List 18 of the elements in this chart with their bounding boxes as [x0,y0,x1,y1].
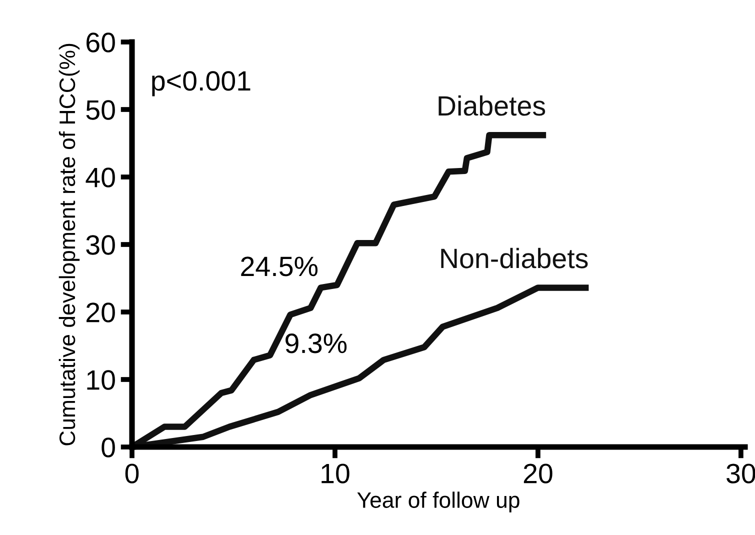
annotation: p<0.001 [152,71,250,96]
y-tick-label: 20 [86,302,115,322]
y-tick-label: 10 [87,370,115,390]
annotation: 9.3% [286,334,347,354]
y-tick-label: 30 [86,235,115,255]
annotation: 24.5% [241,256,318,276]
series-label: Diabetes [438,95,546,116]
y-tick-label: 50 [86,100,115,120]
y-tick-label: 0 [102,438,115,458]
x-tick-label: 10 [322,464,350,484]
y-axis-title: Cumutative development rate of HCC(%) [58,44,80,446]
y-tick-label: 60 [86,32,115,52]
x-tick-label: 20 [524,464,552,484]
y-tick-label: 40 [86,168,115,188]
x-axis-title: Year of follow up [357,492,520,512]
x-tick-label: 30 [726,464,755,484]
series-label: Non-diabets [441,248,588,268]
x-tick-label: 0 [125,464,139,484]
